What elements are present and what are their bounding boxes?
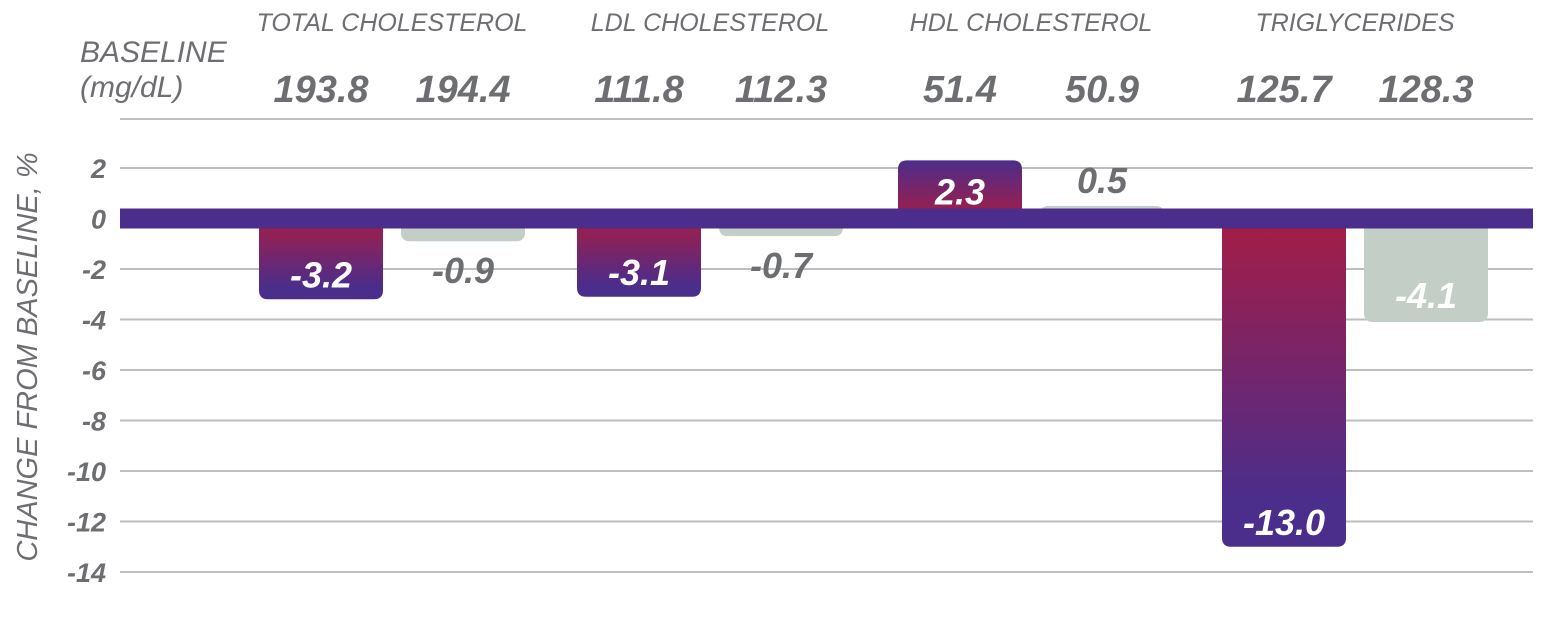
treatment-value-label: -13.0 xyxy=(1243,502,1325,543)
y-tick-label: -10 xyxy=(67,457,106,487)
baseline-value: 51.4 xyxy=(923,69,997,111)
y-tick-label: 2 xyxy=(90,154,106,184)
y-tick-label: -14 xyxy=(67,558,106,588)
baseline-value: 50.9 xyxy=(1065,69,1139,111)
category-label: HDL CHOLESTEROL xyxy=(910,9,1153,37)
baseline-value: 125.7 xyxy=(1236,69,1333,111)
y-tick-label: -12 xyxy=(67,508,106,538)
category-label: TOTAL CHOLESTEROL xyxy=(257,9,528,37)
data-labels: -3.2 -3.1 2.3 -13.0 -0.9 -0.7 0.5 -4.1 xyxy=(290,160,1457,543)
treatment-bar xyxy=(577,218,701,297)
y-tick-label: 0 xyxy=(91,205,106,235)
treatment-value-label: -3.1 xyxy=(608,252,670,293)
baseline-title-line2: (mg/dL) xyxy=(80,71,183,104)
y-axis-label: CHANGE FROM BASELINE, % xyxy=(12,152,44,561)
baseline-value: 128.3 xyxy=(1378,69,1473,111)
y-tick-labels: 2 0 -2 -4 -6 -8 -10 -12 -14 xyxy=(67,154,107,588)
placebo-value-label: 0.5 xyxy=(1077,160,1128,201)
treatment-value-label: -3.2 xyxy=(290,254,352,295)
baseline-title-line1: BASELINE xyxy=(80,36,228,69)
y-tick-label: -2 xyxy=(82,255,106,285)
y-tick-label: -4 xyxy=(82,306,106,336)
treatment-value-label: 2.3 xyxy=(934,171,985,212)
y-tick-label: -8 xyxy=(82,407,106,437)
baseline-value: 112.3 xyxy=(735,69,827,111)
category-label: LDL CHOLESTEROL xyxy=(591,9,830,37)
placebo-value-label: -0.9 xyxy=(432,250,494,291)
category-label: TRIGLYCERIDES xyxy=(1255,9,1454,37)
category-labels: TOTAL CHOLESTEROL LDL CHOLESTEROL HDL CHOL… xyxy=(257,9,1455,37)
placebo-value-label: -0.7 xyxy=(750,245,814,286)
treatment-bar xyxy=(898,160,1022,219)
bars xyxy=(259,160,1488,547)
baseline-values: 193.8 194.4 111.8 112.3 51.4 50.9 125.7 128.3 xyxy=(273,69,1473,111)
baseline-value: 194.4 xyxy=(415,69,510,111)
y-tick-label: -6 xyxy=(82,356,107,386)
baseline-value: 111.8 xyxy=(594,69,684,111)
zero-line xyxy=(120,208,1533,229)
treatment-bar xyxy=(1222,218,1346,547)
placebo-bar xyxy=(1364,218,1488,323)
placebo-value-label: -4.1 xyxy=(1395,275,1457,316)
baseline-value: 193.8 xyxy=(273,69,369,111)
treatment-bar xyxy=(259,218,383,300)
